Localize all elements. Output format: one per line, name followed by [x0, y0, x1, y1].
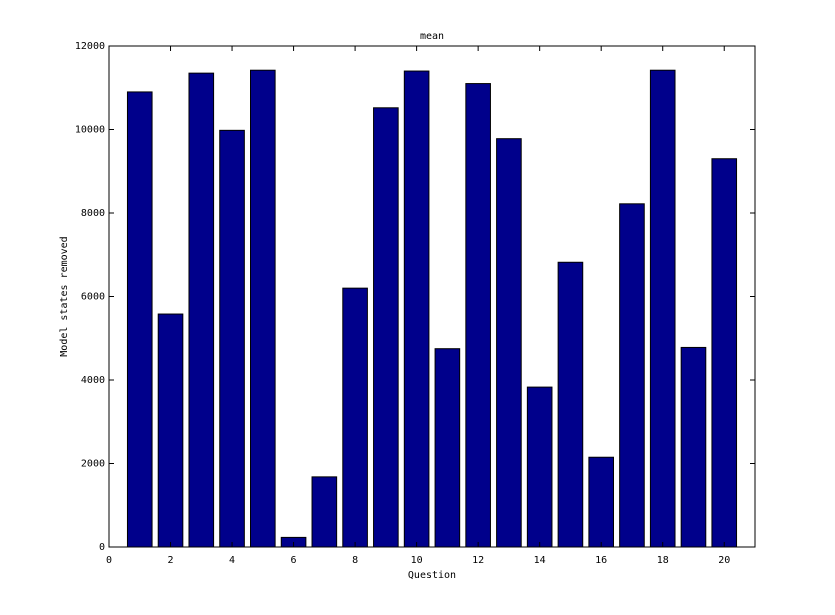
- x-tick-label: 20: [718, 555, 730, 566]
- x-tick-label: 14: [534, 555, 546, 566]
- bar-question-19: [680, 346, 707, 548]
- bar-question-2: [157, 313, 184, 548]
- bar-question-14: [526, 386, 553, 548]
- x-tick-label: 18: [657, 555, 669, 566]
- y-tick-label: 0: [99, 542, 105, 553]
- x-tick-label: 4: [229, 555, 235, 566]
- y-tick-label: 2000: [81, 459, 105, 470]
- x-tick-label: 12: [472, 555, 484, 566]
- bar-question-7: [311, 476, 338, 548]
- ticks-group: 0 2 4 6 8 10 12 14 16 18 20 0 2000 4000 6000 8000 10000 1…: [75, 41, 755, 566]
- bar-question-3: [188, 72, 215, 548]
- chart-title: mean: [420, 31, 444, 42]
- bar-question-15: [557, 261, 584, 548]
- y-tick-label: 8000: [81, 208, 105, 219]
- x-tick-label: 2: [168, 555, 174, 566]
- bar-question-13: [496, 138, 522, 548]
- y-tick-label: 4000: [81, 375, 105, 386]
- y-axis-label: Model states removed: [59, 236, 70, 356]
- bar-question-16: [588, 456, 614, 548]
- bar-question-12: [465, 83, 491, 548]
- x-tick-label: 6: [291, 555, 297, 566]
- x-tick-label: 8: [352, 555, 358, 566]
- y-tick-label: 6000: [81, 292, 105, 303]
- bar-question-5: [250, 69, 276, 548]
- bars-group: [126, 69, 738, 548]
- x-axis-label: Question: [408, 570, 456, 581]
- bar-question-11: [434, 348, 461, 548]
- bar-question-9: [373, 107, 399, 548]
- bar-question-4: [219, 129, 245, 548]
- y-tick-label: 10000: [75, 125, 105, 136]
- bar-question-1: [126, 91, 153, 548]
- y-tick-label: 12000: [75, 41, 105, 52]
- bar-question-18: [649, 69, 676, 548]
- x-tick-label: 16: [595, 555, 607, 566]
- x-tick-label: 0: [106, 555, 112, 566]
- bar-question-10: [403, 70, 430, 548]
- bar-question-20: [711, 158, 738, 548]
- x-tick-label: 10: [411, 555, 423, 566]
- bar-question-17: [619, 203, 645, 548]
- bar-question-8: [342, 287, 368, 548]
